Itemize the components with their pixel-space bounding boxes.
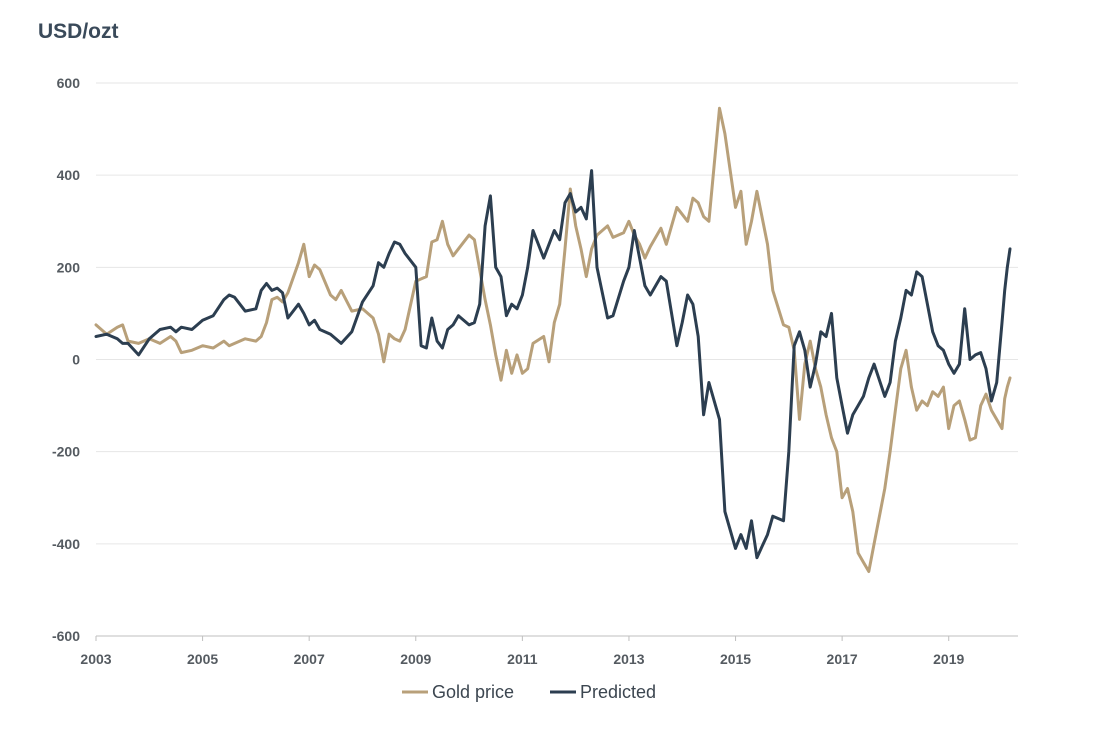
y-tick-label: 600	[57, 75, 81, 91]
x-tick-label: 2013	[613, 651, 644, 667]
x-tick-label: 2017	[827, 651, 858, 667]
x-axis-ticks: 2003 2005 2007 2009 2011 2013 2015 2017 2019	[80, 636, 964, 667]
y-tick-label: -200	[52, 444, 80, 460]
x-tick-label: 2009	[400, 651, 431, 667]
y-tick-label: -400	[52, 536, 80, 552]
legend-label: Predicted	[580, 682, 656, 702]
y-tick-label: 400	[57, 167, 81, 183]
x-tick-label: 2011	[507, 651, 538, 667]
y-tick-label: 200	[57, 259, 81, 275]
x-tick-label: 2007	[294, 651, 325, 667]
y-tick-label: 0	[72, 352, 80, 368]
y-axis-unit-label: USD/ozt	[38, 20, 119, 43]
legend: Gold price Predicted	[402, 682, 656, 702]
x-tick-label: 2003	[80, 651, 111, 667]
x-tick-label: 2005	[187, 651, 218, 667]
gridlines	[96, 82, 1018, 637]
x-tick-label: 2019	[933, 651, 964, 667]
legend-label: Gold price	[432, 682, 514, 702]
y-axis-ticks: 600 400 200 0 -200 -400 -600	[52, 75, 80, 644]
y-tick-label: -600	[52, 628, 80, 644]
x-tick-label: 2015	[720, 651, 751, 667]
series-lines	[94, 106, 1012, 573]
series-line-gold-price	[94, 106, 1012, 573]
series-line-predicted	[94, 169, 1012, 560]
